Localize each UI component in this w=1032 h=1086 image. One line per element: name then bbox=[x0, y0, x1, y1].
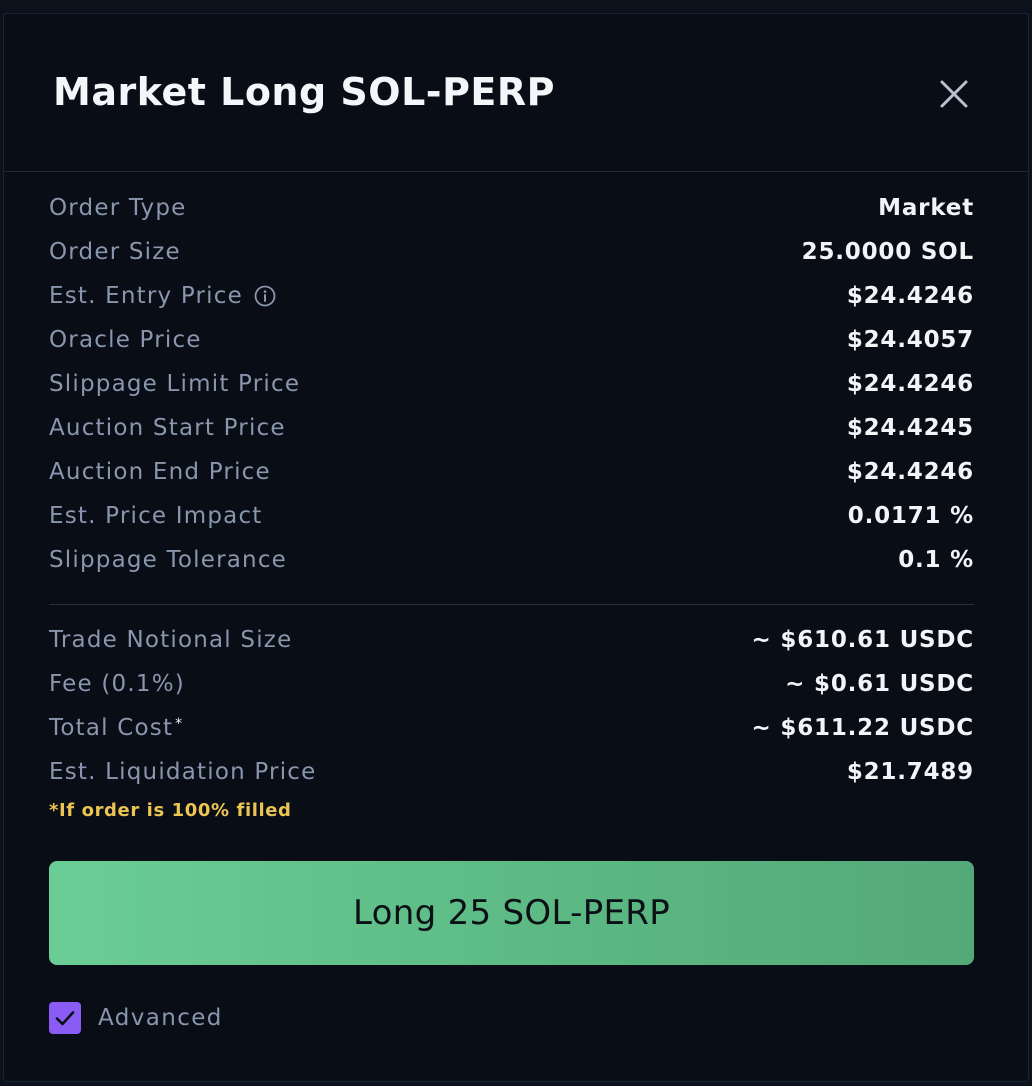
long-submit-button-label: Long 25 SOL-PERP bbox=[352, 893, 671, 933]
order-type-value: Market bbox=[878, 195, 974, 221]
est-entry-price-value: $24.4246 bbox=[846, 283, 974, 309]
section-divider bbox=[49, 604, 974, 605]
advanced-toggle[interactable]: Advanced bbox=[49, 1002, 223, 1034]
advanced-checkbox[interactable] bbox=[49, 1002, 81, 1034]
close-button[interactable] bbox=[932, 72, 976, 116]
oracle-price-label: Oracle Price bbox=[49, 327, 202, 353]
slippage-tolerance-row: Slippage Tolerance 0.1 % bbox=[49, 538, 974, 582]
order-size-row: Order Size 25.0000 SOL bbox=[49, 230, 974, 274]
total-cost-label: Total Cost bbox=[49, 715, 174, 741]
est-liquidation-price-value: $21.7489 bbox=[846, 759, 974, 785]
long-submit-button[interactable]: Long 25 SOL-PERP bbox=[49, 861, 974, 965]
slippage-limit-price-value: $24.4246 bbox=[846, 371, 974, 397]
total-cost-asterisk: * bbox=[175, 716, 184, 732]
fee-row: Fee (0.1%) ~ $0.61 USDC bbox=[49, 662, 974, 706]
fill-footnote: *If order is 100% filled bbox=[49, 800, 292, 821]
advanced-label: Advanced bbox=[98, 1005, 223, 1031]
order-type-row: Order Type Market bbox=[49, 186, 974, 230]
order-size-label: Order Size bbox=[49, 239, 181, 265]
total-cost-label-group: Total Cost * bbox=[49, 715, 183, 741]
est-price-impact-row: Est. Price Impact 0.0171 % bbox=[49, 494, 974, 538]
slippage-limit-price-label: Slippage Limit Price bbox=[49, 371, 301, 397]
auction-start-price-value: $24.4245 bbox=[846, 415, 974, 441]
oracle-price-row: Oracle Price $24.4057 bbox=[49, 318, 974, 362]
fee-value: ~ $0.61 USDC bbox=[785, 671, 974, 697]
auction-start-price-label: Auction Start Price bbox=[49, 415, 286, 441]
slippage-tolerance-value: 0.1 % bbox=[898, 547, 974, 573]
info-icon[interactable] bbox=[253, 284, 277, 308]
auction-start-price-row: Auction Start Price $24.4245 bbox=[49, 406, 974, 450]
order-size-value: 25.0000 SOL bbox=[801, 239, 974, 265]
order-type-label: Order Type bbox=[49, 195, 187, 221]
modal-header: Market Long SOL-PERP bbox=[4, 14, 1028, 172]
est-liquidation-price-label: Est. Liquidation Price bbox=[49, 759, 317, 785]
total-cost-value: ~ $611.22 USDC bbox=[751, 715, 974, 741]
auction-end-price-row: Auction End Price $24.4246 bbox=[49, 450, 974, 494]
est-entry-price-label-group: Est. Entry Price bbox=[49, 283, 277, 309]
est-price-impact-value: 0.0171 % bbox=[847, 503, 974, 529]
est-liquidation-price-row: Est. Liquidation Price $21.7489 bbox=[49, 750, 974, 794]
trade-notional-size-value: ~ $610.61 USDC bbox=[751, 627, 974, 653]
est-entry-price-row: Est. Entry Price $24.4246 bbox=[49, 274, 974, 318]
slippage-limit-price-row: Slippage Limit Price $24.4246 bbox=[49, 362, 974, 406]
auction-end-price-label: Auction End Price bbox=[49, 459, 271, 485]
slippage-tolerance-label: Slippage Tolerance bbox=[49, 547, 288, 573]
order-details-list: Order Type Market Order Size 25.0000 SOL… bbox=[49, 186, 974, 582]
cost-details-list: Trade Notional Size ~ $610.61 USDC Fee (… bbox=[49, 618, 974, 794]
est-price-impact-label: Est. Price Impact bbox=[49, 503, 263, 529]
oracle-price-value: $24.4057 bbox=[846, 327, 974, 353]
auction-end-price-value: $24.4246 bbox=[846, 459, 974, 485]
total-cost-row: Total Cost * ~ $611.22 USDC bbox=[49, 706, 974, 750]
close-icon bbox=[940, 80, 968, 108]
trade-notional-size-row: Trade Notional Size ~ $610.61 USDC bbox=[49, 618, 974, 662]
est-entry-price-label: Est. Entry Price bbox=[49, 283, 243, 309]
modal-title: Market Long SOL-PERP bbox=[53, 70, 555, 114]
checkmark-icon bbox=[55, 1011, 75, 1026]
fee-label: Fee (0.1%) bbox=[49, 671, 185, 697]
trade-notional-size-label: Trade Notional Size bbox=[49, 627, 293, 653]
